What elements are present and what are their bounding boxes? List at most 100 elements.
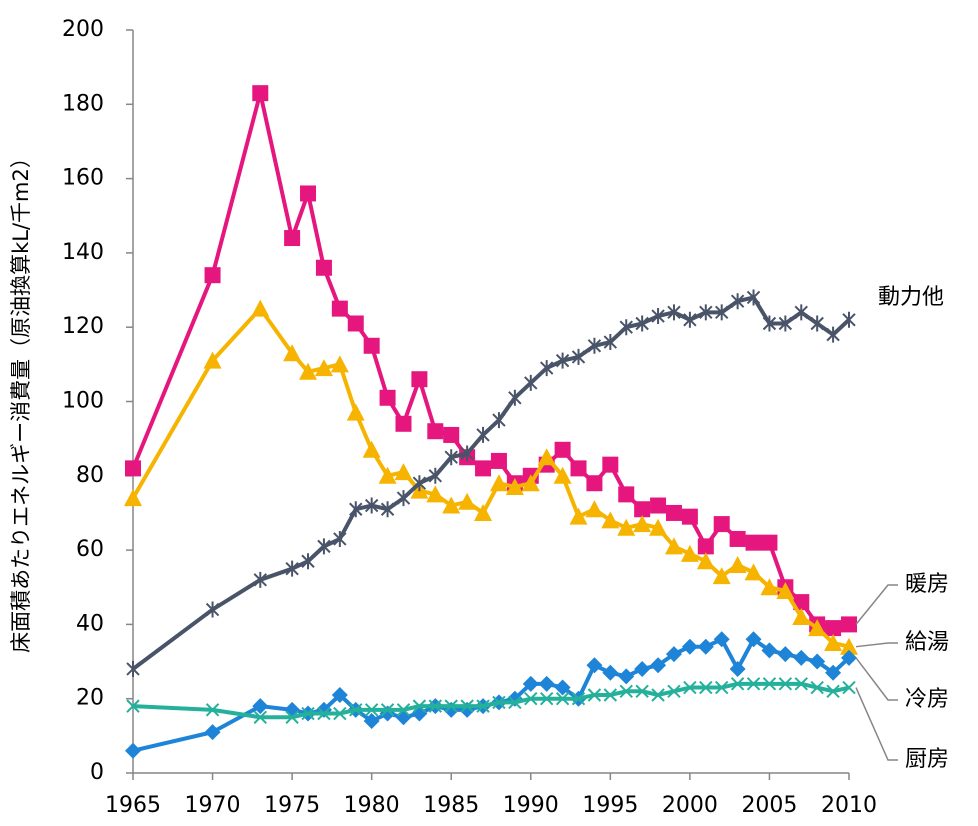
marker — [760, 578, 779, 596]
marker — [792, 607, 811, 625]
marker — [427, 423, 444, 440]
marker — [665, 504, 682, 521]
marker — [697, 638, 714, 655]
series-line — [131, 295, 851, 671]
marker — [696, 552, 715, 570]
marker — [474, 503, 493, 521]
marker — [635, 315, 649, 332]
marker — [778, 315, 793, 332]
marker — [476, 426, 490, 443]
marker — [745, 631, 762, 648]
marker — [126, 660, 140, 677]
marker — [317, 538, 331, 555]
marker — [537, 448, 556, 466]
marker — [776, 581, 795, 599]
marker — [603, 688, 618, 702]
marker — [253, 571, 267, 588]
marker — [124, 489, 142, 507]
y-tick-label: 100 — [62, 389, 104, 414]
marker — [317, 706, 331, 721]
marker — [553, 466, 572, 484]
marker — [252, 698, 269, 715]
marker — [715, 304, 729, 321]
marker — [810, 315, 824, 332]
marker — [761, 642, 778, 659]
marker — [602, 664, 619, 681]
marker — [571, 691, 586, 706]
marker — [825, 620, 842, 637]
marker — [460, 445, 474, 462]
marker — [793, 649, 810, 666]
marker — [651, 688, 665, 702]
series-label: 動力他 — [878, 285, 944, 310]
marker — [428, 699, 443, 713]
marker — [205, 601, 220, 618]
x-tick-label: 1985 — [423, 793, 479, 818]
marker — [777, 646, 794, 663]
marker — [585, 500, 604, 518]
marker — [283, 344, 302, 362]
marker — [443, 426, 460, 443]
marker — [825, 664, 842, 681]
x-tick-label: 1970 — [185, 793, 241, 818]
marker — [508, 389, 522, 406]
marker — [667, 304, 681, 321]
marker — [633, 515, 652, 533]
marker — [380, 501, 395, 518]
marker — [394, 463, 413, 481]
marker — [444, 699, 458, 713]
x-tick-label: 2000 — [662, 793, 718, 818]
leader-line — [855, 657, 898, 701]
marker — [667, 684, 681, 698]
y-tick-label: 60 — [76, 537, 104, 562]
marker — [681, 638, 698, 655]
marker — [665, 646, 682, 663]
marker — [712, 567, 731, 585]
marker — [651, 308, 665, 325]
marker — [617, 518, 636, 536]
marker — [315, 259, 332, 276]
marker — [251, 299, 270, 317]
marker — [252, 85, 269, 102]
marker — [204, 724, 221, 741]
marker — [744, 563, 763, 581]
marker — [824, 633, 843, 651]
marker — [444, 449, 458, 466]
marker — [460, 699, 474, 713]
marker — [363, 712, 380, 729]
marker — [538, 675, 555, 692]
marker — [729, 530, 746, 547]
marker — [301, 553, 315, 570]
marker — [761, 534, 778, 551]
marker — [730, 293, 745, 310]
marker — [331, 686, 348, 703]
marker — [364, 703, 379, 717]
marker — [680, 544, 699, 562]
marker — [539, 691, 554, 706]
marker — [554, 441, 571, 458]
y-tick-label: 200 — [62, 17, 104, 42]
marker — [762, 677, 777, 691]
marker — [490, 452, 507, 469]
marker — [664, 537, 683, 555]
y-tick-label: 40 — [76, 611, 104, 636]
marker — [442, 496, 461, 514]
marker — [346, 403, 365, 421]
marker — [380, 703, 395, 717]
marker — [603, 334, 618, 351]
marker — [301, 706, 315, 721]
marker — [505, 477, 524, 495]
marker — [508, 695, 522, 710]
x-tick-label: 2010 — [821, 793, 877, 818]
marker — [458, 492, 477, 510]
series-label: 冷房 — [905, 687, 949, 712]
marker — [729, 660, 746, 677]
marker — [330, 355, 349, 373]
marker — [125, 460, 141, 477]
y-tick-label: 160 — [62, 166, 104, 191]
leader-line — [855, 687, 898, 761]
marker — [492, 412, 506, 429]
marker — [524, 691, 538, 706]
marker — [524, 374, 538, 391]
